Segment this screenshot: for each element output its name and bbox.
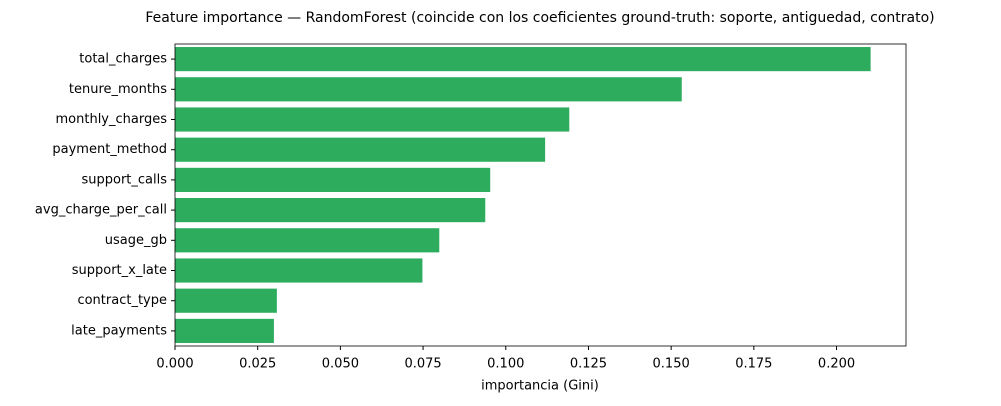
bar — [175, 77, 682, 102]
x-axis-label: importancia (Gini) — [481, 379, 599, 394]
x-tick-label: 0.200 — [818, 357, 855, 372]
x-tick-label: 0.100 — [487, 357, 524, 372]
y-tick-label: avg_charge_per_call — [35, 203, 167, 218]
bar — [175, 137, 546, 162]
bar — [175, 288, 277, 313]
bar — [175, 47, 871, 72]
x-tick-label: 0.000 — [156, 357, 193, 372]
chart-title: Feature importance — RandomForest (coinc… — [145, 10, 934, 26]
y-tick-label: payment_method — [52, 142, 167, 157]
bar — [175, 228, 440, 253]
bar — [175, 318, 274, 343]
x-tick-label: 0.050 — [322, 357, 359, 372]
y-tick-label: usage_gb — [105, 233, 167, 248]
x-tick-label: 0.125 — [570, 357, 607, 372]
y-tick-label: support_x_late — [72, 263, 167, 278]
x-tick-label: 0.175 — [735, 357, 772, 372]
x-tick-label: 0.025 — [239, 357, 276, 372]
bar — [175, 258, 423, 283]
bar — [175, 198, 486, 223]
y-tick-label: late_payments — [71, 323, 167, 338]
y-tick-label: tenure_months — [69, 82, 167, 97]
bar — [175, 107, 570, 132]
bar — [175, 167, 491, 192]
y-tick-label: monthly_charges — [56, 112, 168, 127]
plot-frame — [174, 43, 907, 347]
y-tick-label: support_calls — [81, 172, 167, 187]
y-tick-label: total_charges — [79, 52, 167, 67]
x-tick-label: 0.150 — [653, 357, 690, 372]
y-tick-label: contract_type — [77, 293, 167, 308]
x-tick-label: 0.075 — [404, 357, 441, 372]
